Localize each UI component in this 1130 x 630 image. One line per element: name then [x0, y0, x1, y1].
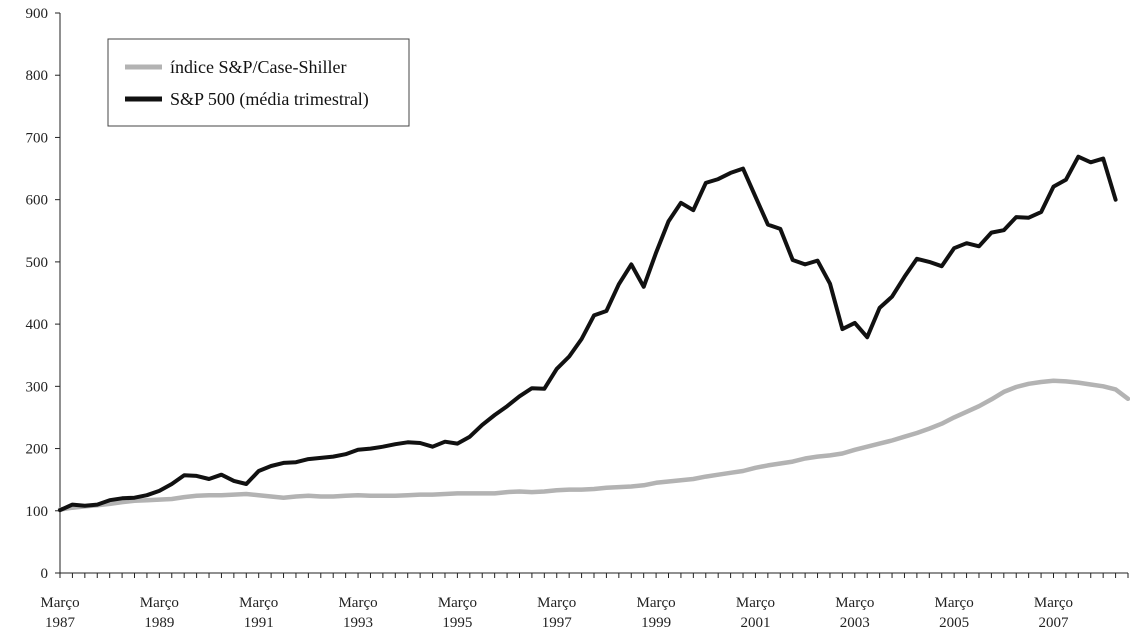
x-tick-label: Março — [239, 595, 278, 611]
y-tick-label: 200 — [26, 442, 49, 458]
y-tick-label: 300 — [26, 379, 49, 395]
y-tick-label: 100 — [26, 504, 49, 520]
y-axis-ticks: 0 100 200 300 400 500 600 700 800 900 — [26, 6, 60, 582]
series-line-sp500 — [58, 154, 1118, 513]
x-tick-label: Março — [736, 595, 775, 611]
x-axis-ticks: Março 1987 Março 1989 Março 1991 Março 1993 Març… — [40, 573, 1129, 630]
x-tick-label: Março — [438, 595, 477, 611]
x-tick-label: Março — [140, 595, 179, 611]
x-tick-label: Março — [1034, 595, 1073, 611]
x-tick-label-year: 2005 — [939, 615, 969, 630]
x-tick-label: Março — [637, 595, 676, 611]
series-line-case-shiller — [57, 378, 1130, 512]
y-tick-label: 0 — [41, 566, 49, 582]
legend-label-sp500: S&P 500 (média trimestral) — [170, 89, 369, 110]
x-tick-label: Março — [835, 595, 874, 611]
x-tick-label: Março — [338, 595, 377, 611]
x-tick-label-year: 1995 — [442, 615, 472, 630]
x-tick-label: Março — [537, 595, 576, 611]
x-tick-label: Março — [40, 595, 79, 611]
x-tick-label-year: 1993 — [343, 615, 373, 630]
x-tick-label-year: 2007 — [1038, 615, 1069, 630]
y-tick-label: 800 — [26, 68, 49, 84]
y-tick-label: 400 — [26, 317, 49, 333]
legend-label-case-shiller: índice S&P/Case-Shiller — [170, 57, 346, 77]
x-tick-label: Março — [935, 595, 974, 611]
y-tick-label: 600 — [26, 193, 49, 209]
y-tick-label: 900 — [26, 6, 49, 22]
y-tick-label: 500 — [26, 255, 49, 271]
x-tick-label-year: 1987 — [45, 615, 76, 630]
x-tick-label-year: 1989 — [144, 615, 174, 630]
x-tick-label-year: 2003 — [840, 615, 870, 630]
series-lines — [57, 154, 1130, 513]
x-tick-label-year: 1997 — [542, 615, 573, 630]
x-tick-label-year: 2001 — [740, 615, 770, 630]
x-tick-label-year: 1991 — [244, 615, 274, 630]
legend: índice S&P/Case-Shiller S&P 500 (média t… — [107, 38, 410, 127]
legend-box — [107, 38, 410, 127]
x-tick-label-year: 1999 — [641, 615, 671, 630]
y-tick-label: 700 — [26, 130, 49, 146]
